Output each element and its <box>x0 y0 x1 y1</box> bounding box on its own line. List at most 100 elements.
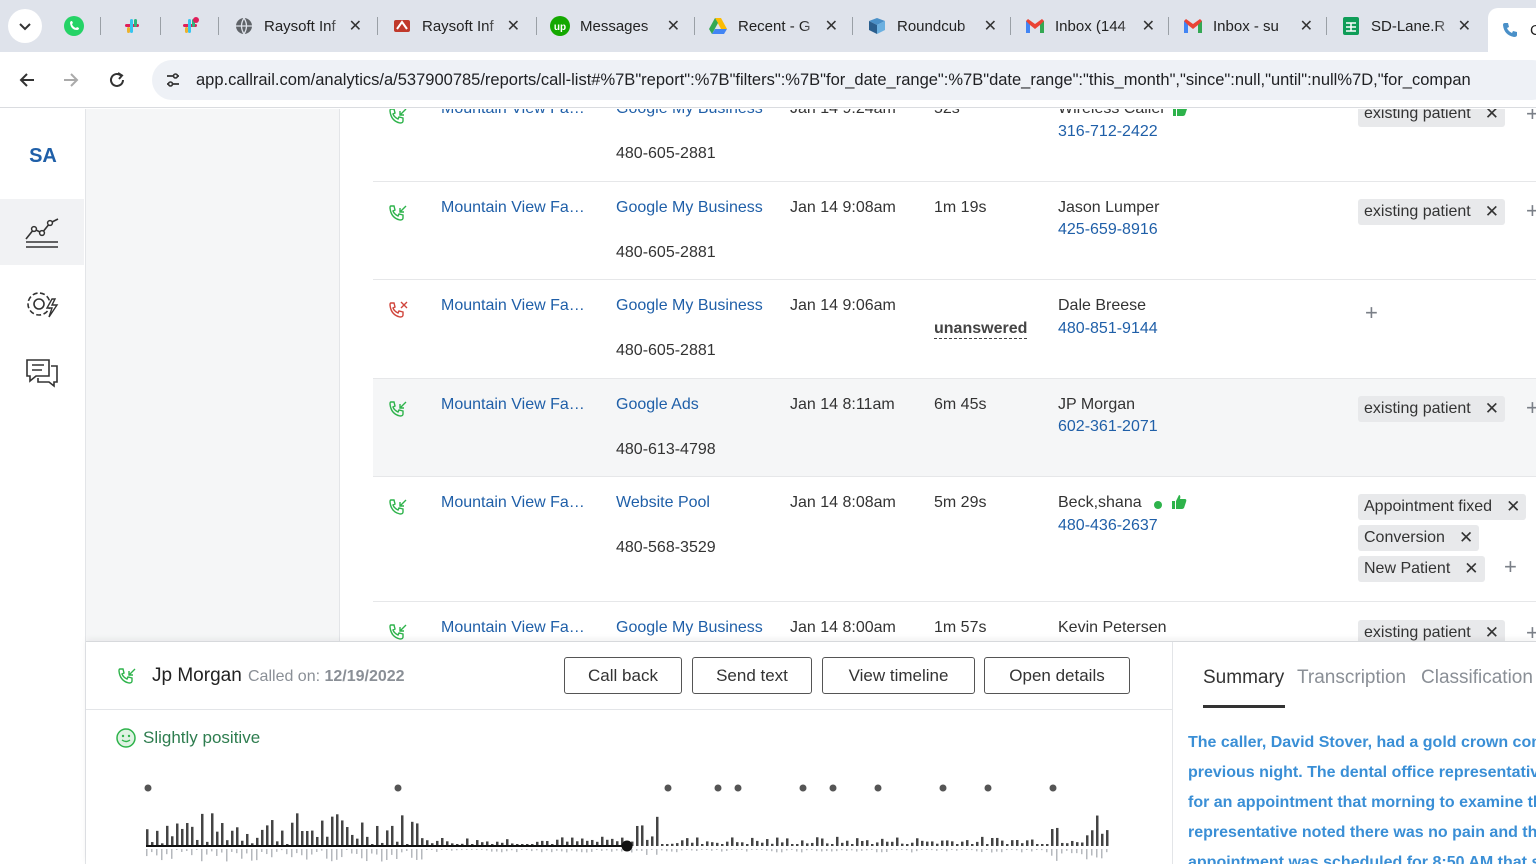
waveform-bar <box>246 849 248 854</box>
table-row[interactable]: Mountain View Fa… Google My Business 480… <box>373 280 1536 379</box>
waveform-bar <box>1051 829 1054 846</box>
playback-scrubber-handle[interactable] <box>621 840 633 852</box>
call-date: Jan 14 9:08am <box>790 199 896 216</box>
waveform-bar <box>501 849 503 853</box>
source-link[interactable]: Google My Business <box>616 109 763 118</box>
waveform-bar <box>741 849 743 850</box>
remove-tag-icon[interactable]: ✕ <box>1458 528 1474 547</box>
browser-tab-7[interactable]: Inbox - su ✕ <box>1171 8 1323 44</box>
company-link[interactable]: Mountain View Fa… <box>441 619 585 636</box>
waveform-bar <box>741 842 744 846</box>
remove-tag-icon[interactable]: ✕ <box>1484 202 1499 221</box>
tab-classification[interactable]: Classification <box>1421 667 1533 688</box>
browser-tab-2[interactable]: Raysoft Inf ✕ <box>380 8 530 44</box>
source-link[interactable]: Google Ads <box>616 396 699 413</box>
company-link[interactable]: Mountain View Fa… <box>441 297 585 314</box>
site-settings-icon[interactable] <box>162 69 184 91</box>
add-tag-button[interactable]: + <box>1526 109 1536 126</box>
caller-phone-link[interactable]: 602-361-2071 <box>1058 418 1158 435</box>
waveform-bar <box>956 849 958 851</box>
tab-summary[interactable]: Summary <box>1203 667 1285 688</box>
add-tag-button[interactable]: + <box>1526 395 1536 420</box>
browser-tab-5[interactable]: Roundcub ✕ <box>855 8 1007 44</box>
company-link[interactable]: Mountain View Fa… <box>441 494 585 511</box>
caller-phone-link[interactable]: 480-851-9144 <box>1058 320 1158 337</box>
tab-title: Messages <box>580 17 649 35</box>
reload-button[interactable] <box>101 64 133 96</box>
browser-tab-4[interactable]: Recent - G ✕ <box>696 8 848 44</box>
company-link[interactable]: Mountain View Fa… <box>441 396 585 413</box>
nav-messages[interactable] <box>0 340 84 406</box>
close-tab-icon[interactable]: ✕ <box>983 18 997 35</box>
tab-title: Inbox (144 <box>1055 17 1126 35</box>
close-tab-icon[interactable]: ✕ <box>506 18 520 35</box>
browser-tab-6[interactable]: Inbox (144 ✕ <box>1013 8 1165 44</box>
company-link[interactable]: Mountain View Fa… <box>441 109 591 118</box>
waveform-bar <box>871 849 873 850</box>
close-tab-icon[interactable]: ✕ <box>824 18 838 35</box>
source-link[interactable]: Google My Business <box>616 619 763 636</box>
waveform-bar <box>1076 849 1078 854</box>
table-row[interactable]: Mountain View Fa… Google My Business 480… <box>373 109 1536 182</box>
browser-tab-active[interactable]: C <box>1488 8 1536 52</box>
waveform-bar <box>386 830 389 846</box>
waveform-bar <box>1006 849 1008 851</box>
waveform-bar <box>1046 849 1048 853</box>
remove-tag-icon[interactable]: ✕ <box>1464 559 1479 578</box>
source-link[interactable]: Website Pool <box>616 494 710 511</box>
pinned-tab-slack[interactable] <box>116 10 148 42</box>
waveform-bar <box>456 849 458 851</box>
address-bar[interactable]: app.callrail.com/analytics/a/537900785/r… <box>152 60 1536 100</box>
browser-tab-1[interactable]: Raysoft Inf ✕ <box>222 8 372 44</box>
table-row[interactable]: Mountain View Fa… Google My Business Jan… <box>373 602 1536 641</box>
caller-phone-link[interactable]: 480-436-2637 <box>1058 517 1158 534</box>
close-tab-icon[interactable]: ✕ <box>348 18 362 35</box>
back-button[interactable] <box>11 64 43 96</box>
source-link[interactable]: Google My Business <box>616 297 763 314</box>
close-tab-icon[interactable]: ✕ <box>1457 18 1471 35</box>
browser-tab-3[interactable]: up Messages ✕ <box>538 8 690 44</box>
call-back-button[interactable]: Call back <box>564 657 682 694</box>
waveform-bar <box>836 836 839 846</box>
remove-tag-icon[interactable]: ✕ <box>1484 399 1499 418</box>
caller-name: Wireless Caller <box>1058 109 1166 118</box>
nav-settings[interactable] <box>0 271 84 337</box>
waveform-bar <box>821 849 823 852</box>
add-tag-button[interactable]: + <box>1526 620 1536 641</box>
add-tag-button[interactable]: + <box>1526 198 1536 223</box>
waveform-bar <box>771 849 773 852</box>
unanswered-status[interactable]: unanswered <box>934 320 1028 339</box>
table-row[interactable]: Mountain View Fa… Google My Business 480… <box>373 182 1536 280</box>
waveform-bar <box>461 843 464 846</box>
table-row[interactable]: Mountain View Fa… Website Pool 480-568-3… <box>373 477 1536 602</box>
speaker-marker <box>144 784 152 792</box>
close-tab-icon[interactable]: ✕ <box>1299 18 1313 35</box>
caller-phone-link[interactable]: 316-712-2422 <box>1058 123 1158 140</box>
pinned-tab-whatsapp[interactable] <box>58 10 90 42</box>
remove-tag-icon[interactable]: ✕ <box>1506 497 1521 516</box>
open-details-button[interactable]: Open details <box>984 657 1130 694</box>
forward-button[interactable] <box>55 64 87 96</box>
pinned-tab-slack-2[interactable] <box>174 10 206 42</box>
remove-tag-icon[interactable]: ✕ <box>1484 109 1499 123</box>
add-tag-button[interactable]: + <box>1504 554 1517 579</box>
browser-tab-8[interactable]: SD-Lane.R ✕ <box>1329 8 1481 44</box>
source-link[interactable]: Google My Business <box>616 199 763 216</box>
view-timeline-button[interactable]: View timeline <box>822 657 975 694</box>
caller-phone-link[interactable]: 425-659-8916 <box>1058 221 1158 238</box>
audio-waveform[interactable] <box>86 780 1172 864</box>
missed-call-icon <box>389 301 408 318</box>
close-tab-icon[interactable]: ✕ <box>666 18 680 35</box>
waveform-bar <box>601 849 603 851</box>
account-initials[interactable]: SA <box>29 145 57 167</box>
close-tab-icon[interactable]: ✕ <box>1141 18 1155 35</box>
add-tag-button[interactable]: + <box>1365 300 1378 325</box>
tab-transcription[interactable]: Transcription <box>1297 667 1407 688</box>
nav-analytics[interactable] <box>0 199 84 265</box>
table-row[interactable]: Mountain View Fa… Google Ads 480-613-479… <box>373 379 1536 477</box>
company-link[interactable]: Mountain View Fa… <box>441 199 585 216</box>
remove-tag-icon[interactable]: ✕ <box>1484 623 1499 641</box>
waveform-bar <box>996 837 999 846</box>
send-text-button[interactable]: Send text <box>692 657 812 694</box>
tab-search-button[interactable] <box>8 9 42 43</box>
